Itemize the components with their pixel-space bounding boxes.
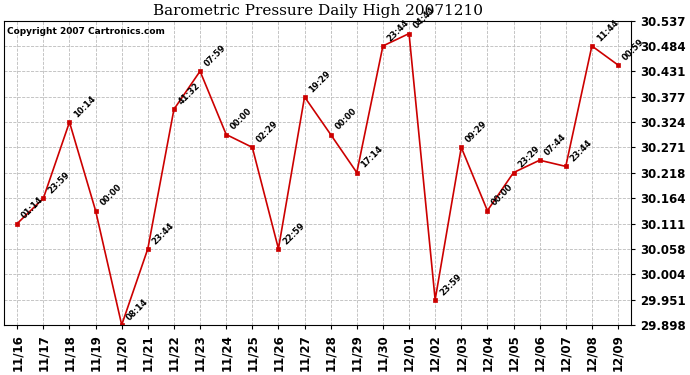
Text: 02:29: 02:29 <box>255 119 280 145</box>
Text: 23:44: 23:44 <box>386 18 411 43</box>
Text: 23:44: 23:44 <box>569 138 594 164</box>
Text: 00:00: 00:00 <box>99 183 124 208</box>
Text: 04:44: 04:44 <box>412 6 437 31</box>
Text: 22:59: 22:59 <box>282 221 306 246</box>
Text: 00:00: 00:00 <box>229 107 254 132</box>
Text: 23:44: 23:44 <box>150 221 176 246</box>
Text: 08:14: 08:14 <box>124 297 150 322</box>
Text: 09:29: 09:29 <box>464 120 489 145</box>
Text: 10:14: 10:14 <box>72 94 97 119</box>
Text: 23:59: 23:59 <box>46 170 71 195</box>
Text: 01:14: 01:14 <box>20 195 46 221</box>
Text: 07:59: 07:59 <box>203 43 228 68</box>
Title: Barometric Pressure Daily High 20071210: Barometric Pressure Daily High 20071210 <box>152 4 482 18</box>
Text: Copyright 2007 Cartronics.com: Copyright 2007 Cartronics.com <box>8 27 165 36</box>
Text: 11:44: 11:44 <box>595 18 620 43</box>
Text: 23:59: 23:59 <box>438 272 463 297</box>
Text: 00:00: 00:00 <box>333 107 359 132</box>
Text: 19:29: 19:29 <box>307 69 333 94</box>
Text: 07:44: 07:44 <box>542 132 568 158</box>
Text: 17:14: 17:14 <box>359 144 385 170</box>
Text: 00:59: 00:59 <box>621 37 646 62</box>
Text: 00:00: 00:00 <box>490 183 515 208</box>
Text: 23:29: 23:29 <box>516 145 542 170</box>
Text: 41:32: 41:32 <box>177 81 202 106</box>
